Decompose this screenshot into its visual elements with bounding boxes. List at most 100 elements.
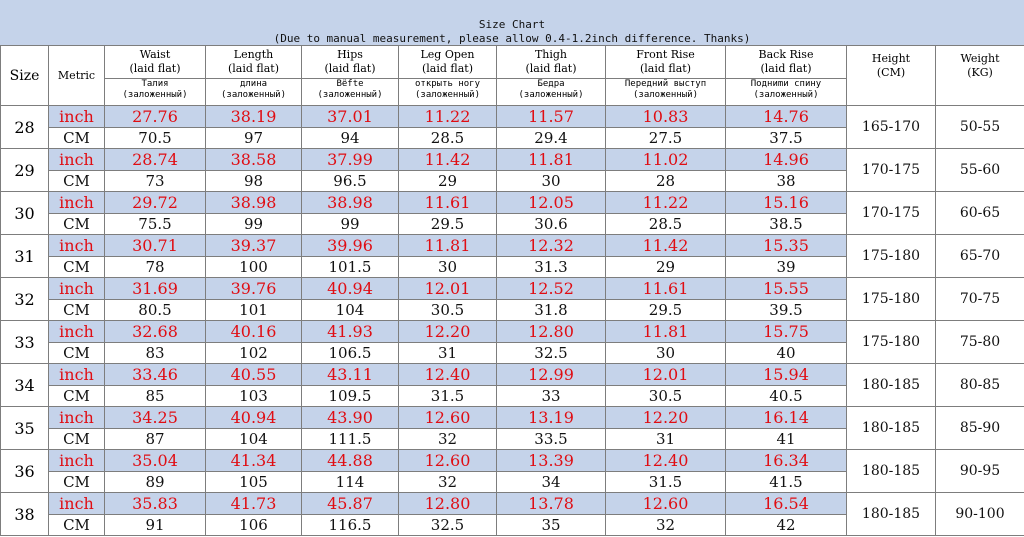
col-header-front-rise: Front Rise (laid flat) <box>605 45 726 79</box>
cm-value-cell: 97 <box>205 127 302 149</box>
col-header-label: Waist <box>139 48 171 61</box>
height-cell: 175-180 <box>846 234 936 278</box>
table-row-cm: CM 78 100 101.5 30 31.3 29 39 <box>1 256 1024 278</box>
size-cell: 30 <box>0 191 49 235</box>
col-header-ru-sub: (заложенный) <box>632 90 699 100</box>
metric-cm-label: CM <box>48 428 105 450</box>
chart-title: Size Chart <box>478 18 546 31</box>
inch-value-cell: 15.55 <box>725 277 847 300</box>
col-header-ru-back-rise: Подниmи спину (заложенный) <box>725 78 847 106</box>
col-header-hips: Hips (laid flat) <box>301 45 399 79</box>
inch-value-cell: 12.20 <box>605 406 726 429</box>
cm-value-cell: 89 <box>104 471 206 493</box>
col-header-label: Leg Open <box>420 48 475 61</box>
size-chart-table: Size Metric Waist (laid flat) Length (laid… <box>0 45 1024 536</box>
col-header-thigh: Thigh (laid flat) <box>496 45 606 79</box>
cm-value-cell: 31.5 <box>605 471 726 493</box>
cm-value-cell: 85 <box>104 385 206 407</box>
cm-value-cell: 101 <box>205 299 302 321</box>
cm-value-cell: 31.5 <box>398 385 497 407</box>
inch-value-cell: 11.42 <box>605 234 726 257</box>
metric-inch-label: inch <box>48 277 105 300</box>
inch-value-cell: 14.96 <box>725 148 847 171</box>
inch-value-cell: 38.19 <box>205 105 302 128</box>
inch-value-cell: 11.42 <box>398 148 497 171</box>
col-header-waist: Waist (laid flat) <box>104 45 206 79</box>
inch-value-cell: 45.87 <box>301 492 399 515</box>
cm-value-cell: 29 <box>398 170 497 192</box>
inch-value-cell: 12.01 <box>398 277 497 300</box>
inch-value-cell: 37.99 <box>301 148 399 171</box>
inch-value-cell: 12.32 <box>496 234 606 257</box>
height-cell: 175-180 <box>846 320 936 364</box>
weight-cell: 50-55 <box>935 105 1024 149</box>
col-header-ru-front-rise: Передний выступ (заложенный) <box>605 78 726 106</box>
inch-value-cell: 37.01 <box>301 105 399 128</box>
inch-value-cell: 12.40 <box>605 449 726 472</box>
inch-value-cell: 12.20 <box>398 320 497 343</box>
cm-value-cell: 41.5 <box>725 471 847 493</box>
col-header-ru: Bёfte <box>336 79 364 90</box>
cm-value-cell: 78 <box>104 256 206 278</box>
cm-value-cell: 33 <box>496 385 606 407</box>
col-header-ru-sub: (заложенный) <box>753 90 819 100</box>
height-cell: 175-180 <box>846 277 936 321</box>
cm-value-cell: 41 <box>725 428 847 450</box>
inch-value-cell: 12.99 <box>496 363 606 386</box>
table-row-cm: CM 70.5 97 94 28.5 29.4 27.5 37.5 <box>1 127 1024 149</box>
table-row-inch: 31 inch 30.71 39.37 39.96 11.81 12.32 11.42 15.3… <box>0 234 1024 278</box>
cm-value-cell: 116.5 <box>301 514 399 536</box>
size-header: Size <box>0 45 49 106</box>
col-header-ru-sub: (заложенный) <box>518 90 584 100</box>
inch-value-cell: 11.22 <box>605 191 726 214</box>
cm-value-cell: 29.5 <box>605 299 726 321</box>
table-row-inch: 34 inch 33.46 40.55 43.11 12.40 12.99 12.01 15.9… <box>0 363 1024 407</box>
inch-value-cell: 40.55 <box>205 363 302 386</box>
col-header-ru-thigh: Бедра (заложенный) <box>496 78 606 106</box>
inch-value-cell: 15.16 <box>725 191 847 214</box>
table-row-inch: 30 inch 29.72 38.98 38.98 11.61 12.05 11.22 15.1… <box>0 191 1024 235</box>
col-header-sub: (laid flat) <box>324 62 376 75</box>
inch-value-cell: 41.73 <box>205 492 302 515</box>
inch-value-cell: 11.61 <box>605 277 726 300</box>
cm-value-cell: 102 <box>205 342 302 364</box>
inch-value-cell: 41.93 <box>301 320 399 343</box>
table-row-cm: CM 75.5 99 99 29.5 30.6 28.5 38.5 <box>1 213 1024 235</box>
cm-value-cell: 103 <box>205 385 302 407</box>
inch-value-cell: 13.19 <box>496 406 606 429</box>
col-header-ru: Передний выступ <box>624 79 707 90</box>
inch-value-cell: 40.94 <box>205 406 302 429</box>
col-header-ru-length: длина (заложенный) <box>205 78 302 106</box>
metric-inch-label: inch <box>48 105 105 128</box>
cm-value-cell: 39 <box>725 256 847 278</box>
cm-value-cell: 42 <box>725 514 847 536</box>
size-cell: 29 <box>0 148 49 192</box>
table-row-cm: CM 89 105 114 32 34 31.5 41.5 <box>1 471 1024 493</box>
chart-subtitle: (Due to manual measurement, please allow… <box>273 32 751 45</box>
inch-value-cell: 39.96 <box>301 234 399 257</box>
inch-value-cell: 38.98 <box>301 191 399 214</box>
cm-value-cell: 100 <box>205 256 302 278</box>
metric-cm-label: CM <box>48 256 105 278</box>
col-header-ru: Талия <box>141 79 169 90</box>
table-row-inch: 38 inch 35.83 41.73 45.87 12.80 13.78 12.60 16.5… <box>0 492 1024 536</box>
cm-value-cell: 96.5 <box>301 170 399 192</box>
col-header-sub: (laid flat) <box>760 62 812 75</box>
metric-inch-label: inch <box>48 148 105 171</box>
height-cell: 165-170 <box>846 105 936 149</box>
inch-value-cell: 35.04 <box>104 449 206 472</box>
inch-value-cell: 44.88 <box>301 449 399 472</box>
metric-cm-label: CM <box>48 385 105 407</box>
col-header-label: Thigh <box>534 48 568 61</box>
weight-cell: 75-80 <box>935 320 1024 364</box>
table-row-inch: 28 inch 27.76 38.19 37.01 11.22 11.57 10.83 14.7… <box>0 105 1024 149</box>
metric-inch-label: inch <box>48 320 105 343</box>
cm-value-cell: 30 <box>605 342 726 364</box>
inch-value-cell: 28.74 <box>104 148 206 171</box>
cm-value-cell: 30.6 <box>496 213 606 235</box>
cm-value-cell: 30 <box>398 256 497 278</box>
metric-header: Metric <box>48 45 105 106</box>
col-header-label: Back Rise <box>758 48 814 61</box>
inch-value-cell: 11.81 <box>605 320 726 343</box>
cm-value-cell: 101.5 <box>301 256 399 278</box>
